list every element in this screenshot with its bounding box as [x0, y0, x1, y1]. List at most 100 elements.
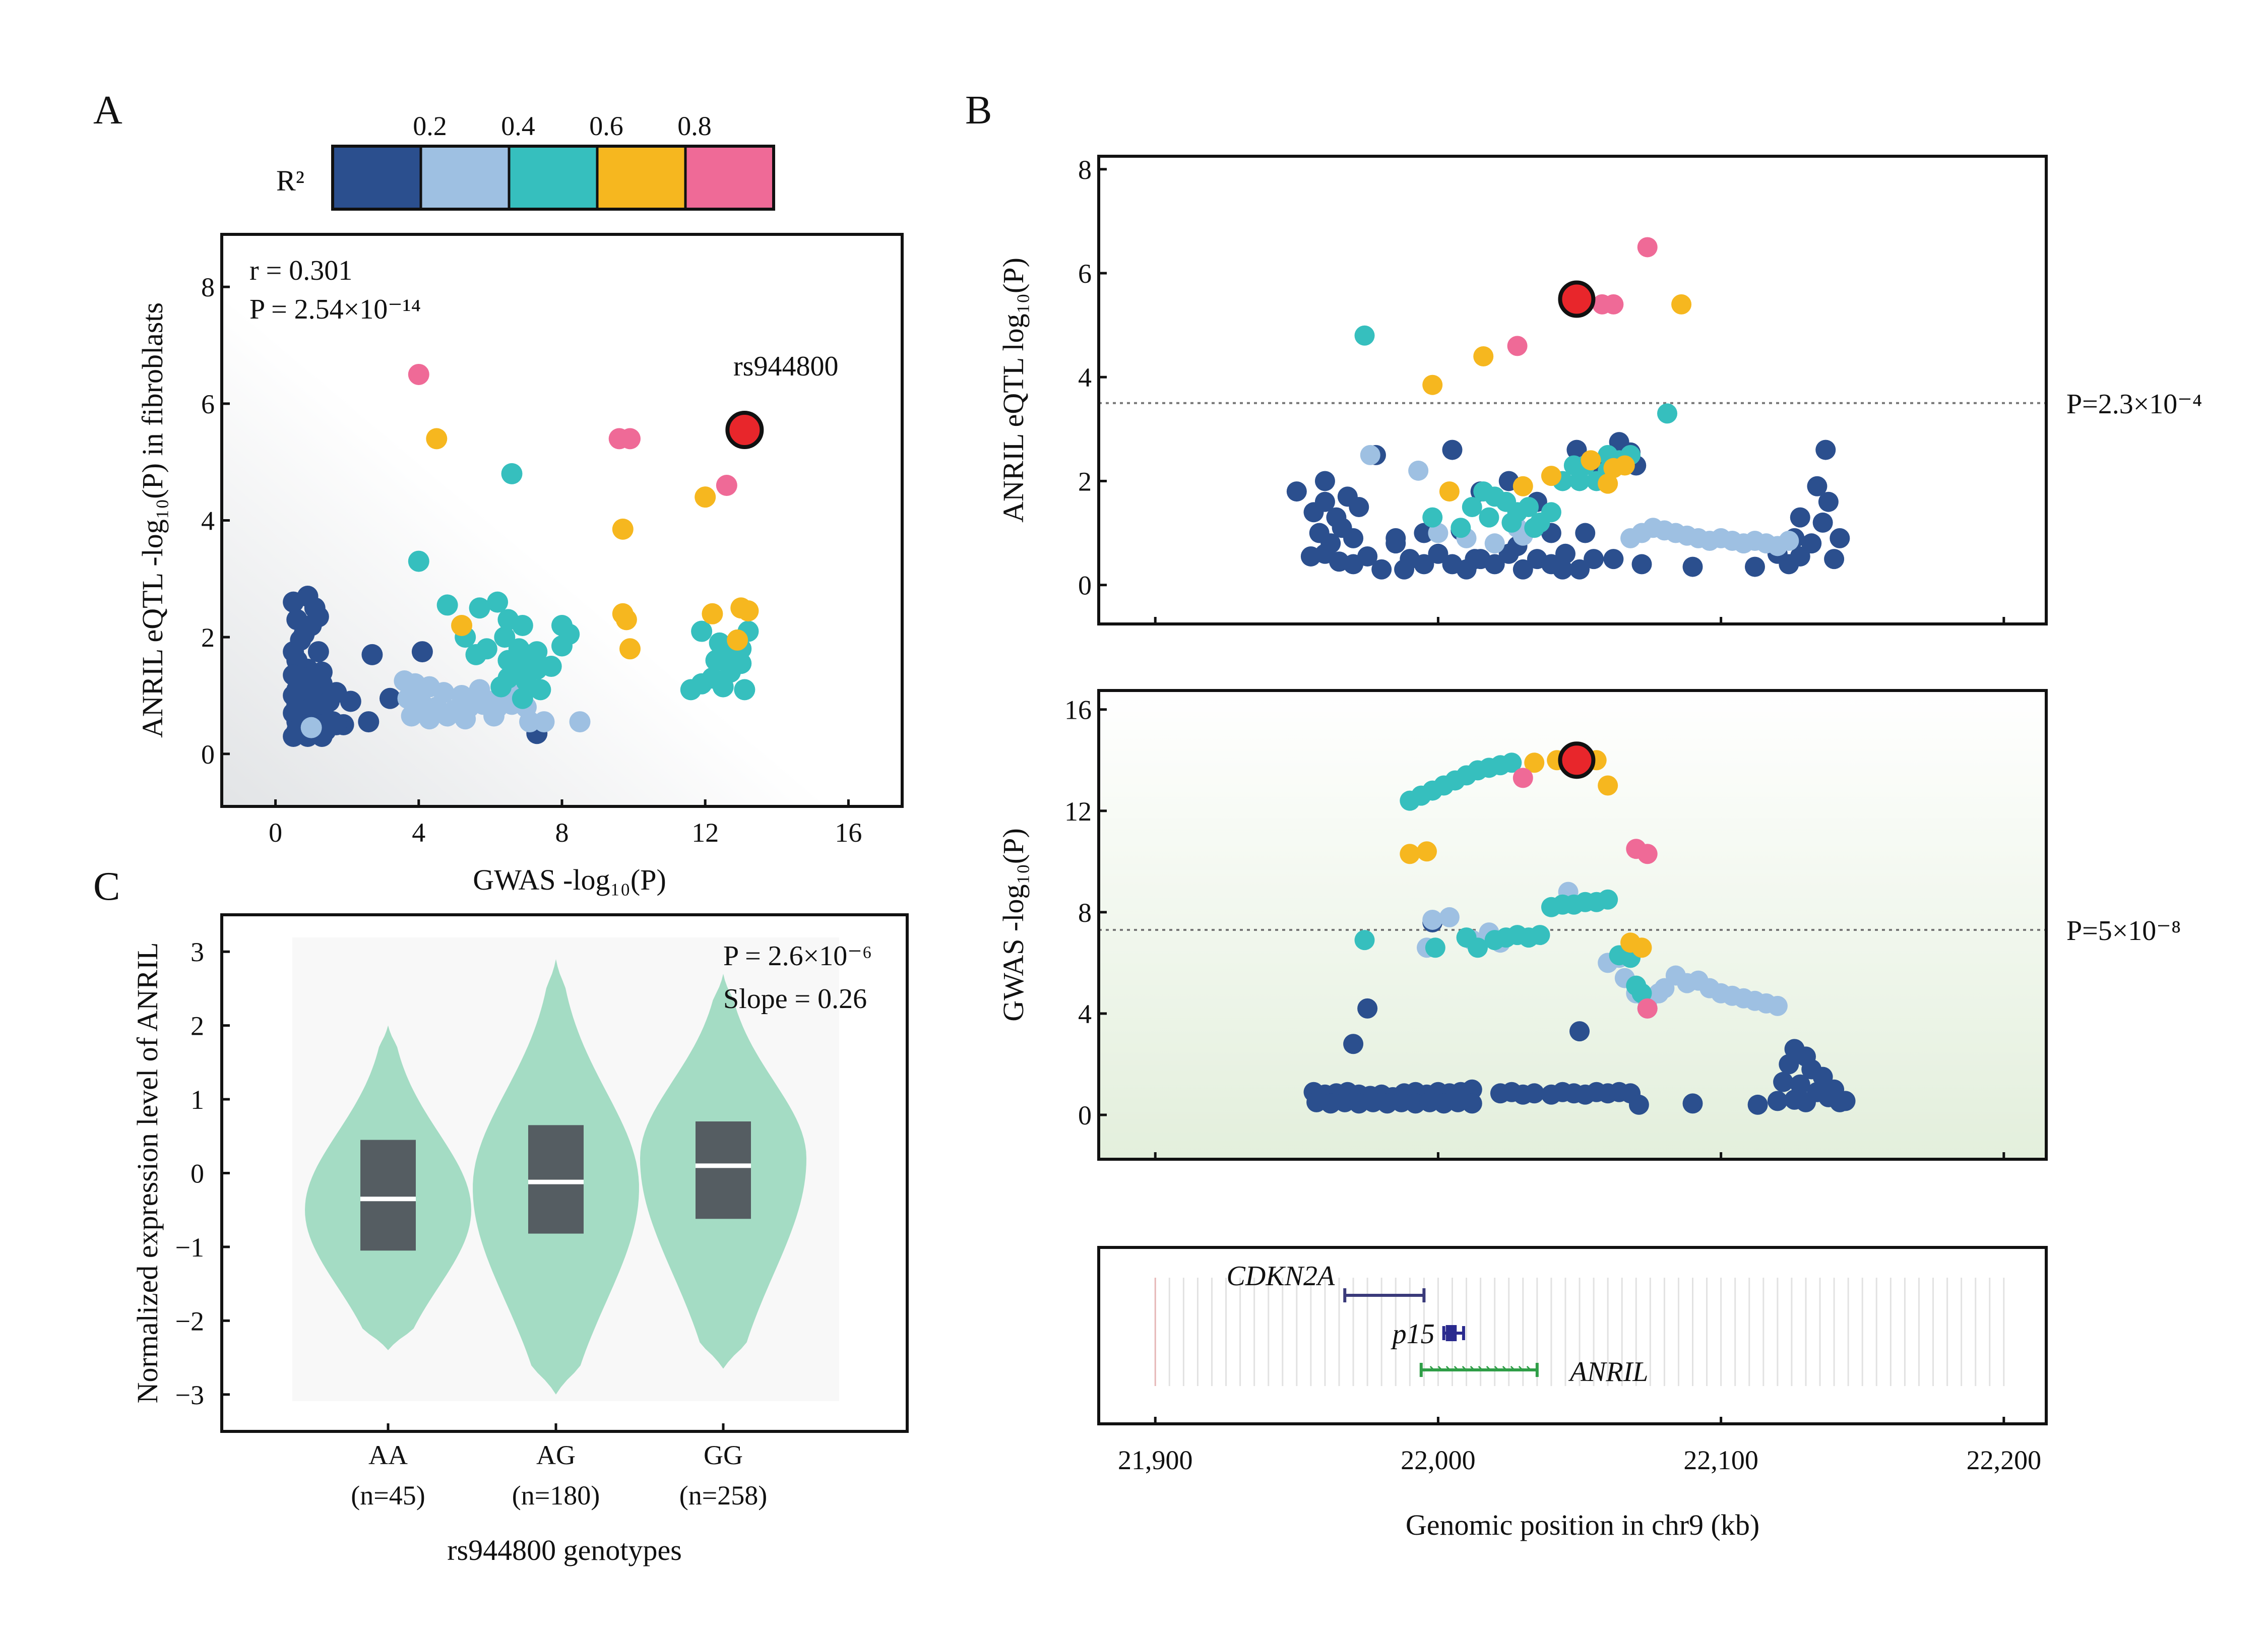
y-tick-label: 8 — [201, 272, 215, 302]
data-point — [1422, 507, 1443, 528]
data-point — [436, 594, 458, 616]
data-point — [1637, 237, 1658, 258]
x-tick-label: 22,100 — [1683, 1445, 1758, 1475]
data-point — [1349, 497, 1369, 517]
data-point — [1541, 466, 1561, 486]
data-point — [1598, 473, 1618, 494]
data-point — [476, 638, 497, 660]
data-point — [691, 620, 713, 642]
data-point — [1790, 507, 1810, 528]
panel-c-stat-slope: Slope = 0.26 — [723, 983, 867, 1015]
data-point — [1484, 533, 1505, 554]
panel-letter-b: B — [965, 88, 992, 133]
data-point — [1343, 528, 1364, 548]
genotype-count: (n=258) — [679, 1480, 767, 1511]
data-point — [680, 679, 702, 701]
data-point — [1354, 930, 1375, 951]
data-point — [1790, 1074, 1810, 1095]
data-point — [1501, 752, 1522, 773]
data-point — [1767, 995, 1788, 1016]
data-point — [1513, 476, 1533, 496]
panel-b-gwas-scatter: 0 4 8 12 16 P=5×10⁻⁸ GWAS -log₁₀(P) — [997, 689, 2181, 1161]
x-tick-label: 16 — [835, 818, 862, 848]
panel-c-stat-p: P = 2.6×10⁻⁶ — [723, 940, 872, 972]
data-point — [408, 363, 429, 385]
data-point — [1603, 549, 1624, 570]
data-point — [712, 676, 734, 698]
data-point — [358, 711, 380, 733]
legend-bin-1 — [333, 146, 421, 209]
data-point — [1314, 471, 1335, 491]
data-point — [1598, 889, 1618, 910]
data-point — [426, 428, 448, 450]
gene-track-xlabel: Genomic position in chr9 (kb) — [1406, 1509, 1759, 1541]
gene-label: p15 — [1391, 1319, 1435, 1350]
y-tick-label: 1 — [191, 1085, 204, 1115]
data-point — [1360, 445, 1380, 465]
data-point — [1394, 559, 1415, 580]
data-point — [1682, 1093, 1703, 1114]
box-ag — [528, 1125, 584, 1234]
y-tick-label: 6 — [201, 389, 215, 419]
data-point — [1807, 476, 1828, 496]
y-tick-label: 8 — [1078, 898, 1092, 928]
y-tick-label: 8 — [1078, 155, 1092, 185]
gene-anril: ANRIL — [1419, 1356, 1648, 1388]
data-point — [1428, 543, 1448, 564]
data-point — [379, 687, 401, 709]
panel-c-ylabel: Normalized expression level of ANRIL — [131, 943, 164, 1404]
data-point — [533, 711, 555, 733]
x-tick-label: 12 — [691, 818, 719, 848]
data-point — [326, 714, 347, 735]
data-point — [1524, 518, 1545, 538]
data-point — [1581, 450, 1601, 471]
data-point — [727, 629, 748, 651]
data-point — [1456, 927, 1477, 948]
r2-color-legend: R² 0.2 0.4 0.6 0.8 — [276, 111, 775, 211]
data-point — [619, 638, 641, 660]
data-point — [1795, 1092, 1816, 1112]
data-point — [1507, 336, 1528, 356]
x-tick-label: 8 — [555, 818, 569, 848]
data-point — [1637, 844, 1658, 864]
legend-tick: 0.4 — [501, 111, 535, 141]
data-point — [1513, 559, 1533, 580]
panel-b-eqtl-frame — [1097, 155, 2048, 625]
data-point — [1552, 559, 1573, 580]
y-tick-label: 4 — [1078, 362, 1092, 393]
data-point — [490, 676, 512, 698]
y-tick-label: 2 — [201, 622, 215, 653]
panel-b-gwas-ylabel: GWAS -log₁₀(P) — [997, 828, 1030, 1022]
data-point — [1414, 523, 1434, 543]
panel-c-frame — [220, 913, 909, 1433]
data-point — [451, 614, 473, 636]
data-point — [469, 679, 490, 701]
data-point — [1555, 543, 1576, 564]
data-point — [1584, 549, 1604, 570]
genotype-label: GG — [704, 1440, 743, 1470]
data-point — [1428, 523, 1448, 543]
panel-a-background — [222, 234, 902, 806]
data-point — [290, 629, 311, 651]
legend-frame — [331, 145, 775, 211]
data-point — [419, 708, 440, 730]
genotype-label: AA — [368, 1440, 408, 1470]
data-point — [1519, 497, 1539, 517]
data-point — [702, 603, 723, 624]
data-point — [1682, 556, 1703, 577]
data-point — [487, 591, 509, 613]
data-point — [1286, 481, 1307, 502]
gene-cdkn2a: CDKN2A — [1227, 1261, 1426, 1302]
data-point — [705, 650, 727, 671]
data-point — [1524, 752, 1545, 773]
y-tick-label: 12 — [1064, 796, 1092, 827]
data-point — [1628, 1094, 1649, 1115]
data-point — [1637, 998, 1658, 1019]
data-point — [1354, 325, 1375, 346]
data-point — [737, 600, 759, 622]
data-point — [1818, 491, 1839, 512]
data-point — [1400, 844, 1420, 864]
data-point — [1631, 983, 1652, 1003]
